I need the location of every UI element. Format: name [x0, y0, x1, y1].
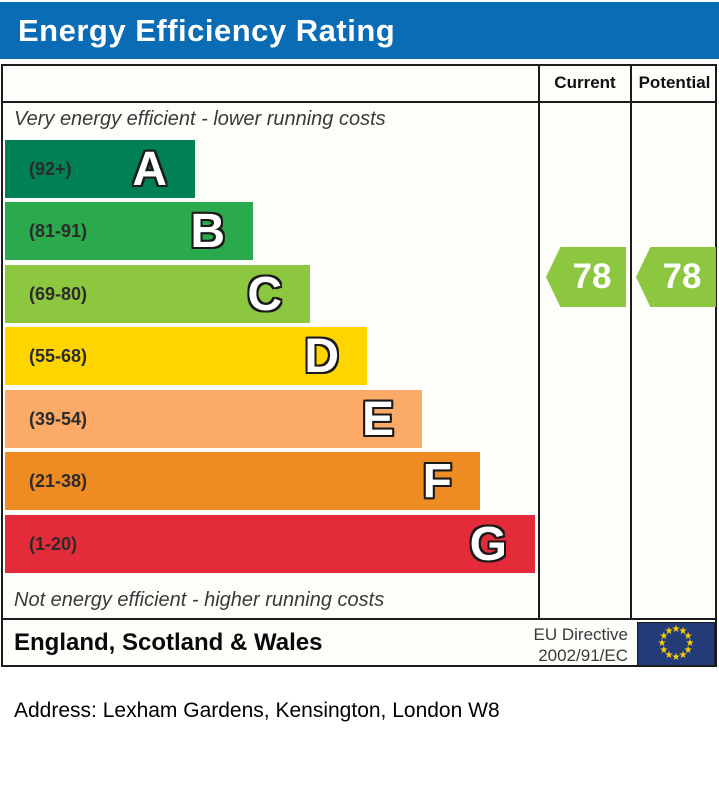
band-f-letter: F: [422, 454, 452, 508]
eu-directive-line1: EU Directive: [533, 625, 628, 644]
band-e-range: (39-54): [29, 408, 88, 429]
band-a-letter: A: [132, 142, 167, 196]
eu-directive-label: EU Directive 2002/91/EC: [480, 624, 628, 666]
potential-column-header: Potential: [638, 72, 711, 92]
band-g-range: (1-20): [29, 533, 78, 554]
eu-flag-star-icon: ★: [685, 638, 695, 649]
current-column-header: Current: [554, 72, 616, 92]
band-b: (81-91) B: [5, 202, 253, 260]
eu-flag-star-icon: ★: [659, 631, 669, 642]
band-g-letter: G: [469, 517, 507, 571]
eu-flag-star-icon: ★: [657, 638, 667, 649]
band-e: (39-54) E: [5, 390, 422, 448]
footer-row-divider: [1, 618, 717, 620]
current-column-divider: [538, 64, 540, 618]
eu-flag-star-icon: ★: [671, 624, 681, 635]
band-c: (69-80) C: [5, 265, 310, 323]
title-bar: Energy Efficiency Rating: [0, 2, 719, 59]
band-g: (1-20) G: [5, 515, 535, 573]
band-b-range: (81-91): [29, 220, 88, 241]
potential-column-divider: [630, 64, 632, 618]
band-c-range: (69-80): [29, 283, 88, 304]
band-f-range: (21-38): [29, 470, 88, 491]
band-a: (92+) A: [5, 140, 195, 198]
page-title: Energy Efficiency Rating: [18, 12, 396, 48]
header-row-divider: [1, 101, 717, 103]
eu-flag-star-icon: ★: [678, 650, 688, 662]
band-b-letter: B: [190, 204, 225, 258]
band-d-range: (55-68): [29, 345, 88, 366]
eu-flag-star-icon: ★: [659, 645, 669, 656]
potential-rating-arrow: 78: [636, 247, 716, 307]
band-e-letter: E: [361, 392, 394, 446]
band-a-range: (92+): [29, 158, 72, 179]
eu-flag-star-icon: ★: [664, 650, 674, 662]
band-d-letter: D: [304, 329, 339, 383]
band-d: (55-68) D: [5, 327, 367, 385]
bottom-caption: Not energy efficient - higher running co…: [14, 589, 385, 611]
potential-rating-value: 78: [662, 257, 702, 296]
current-rating-arrow: 78: [546, 247, 626, 307]
current-rating-value: 78: [572, 257, 612, 296]
eu-directive-line2: 2002/91/EC: [538, 646, 628, 665]
eu-flag-icon: ★ ★ ★ ★ ★ ★ ★ ★ ★ ★ ★ ★: [637, 622, 715, 666]
eu-flag-star-icon: ★: [664, 625, 674, 637]
region-label: England, Scotland & Wales: [14, 628, 323, 656]
top-caption: Very energy efficient - lower running co…: [14, 108, 386, 130]
eu-flag-star-icon: ★: [683, 631, 693, 642]
band-f: (21-38) F: [5, 452, 480, 510]
eu-flag-star-icon: ★: [683, 645, 693, 656]
address-line: Address: Lexham Gardens, Kensington, Lon…: [14, 699, 500, 722]
band-c-letter: C: [247, 267, 282, 321]
eu-flag-star-icon: ★: [671, 652, 681, 663]
eu-flag-star-icon: ★: [678, 625, 688, 637]
